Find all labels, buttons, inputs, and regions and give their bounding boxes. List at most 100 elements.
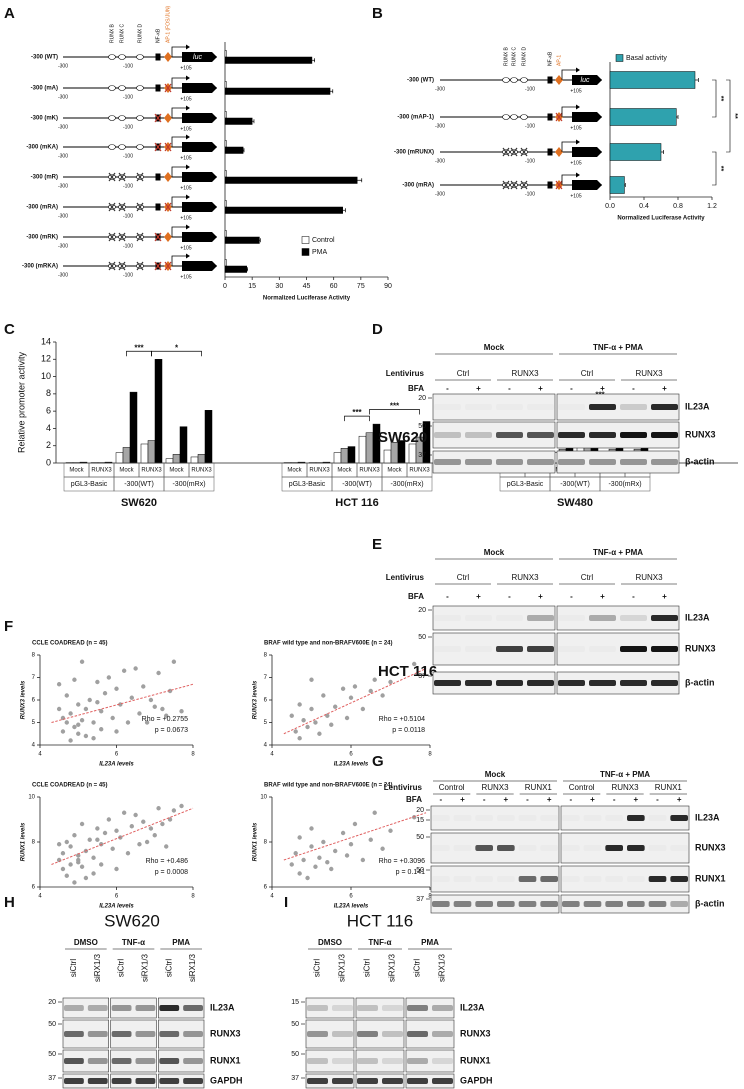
band	[475, 901, 493, 907]
lentivirus-label: Ctrl	[581, 369, 594, 378]
construct-position: +105	[180, 185, 191, 191]
nfkb-site	[547, 181, 553, 189]
mutation-mark	[136, 172, 144, 182]
mutation-mark	[164, 202, 172, 212]
scatter-point	[99, 727, 104, 732]
chart-title: CCLE COADREAD (n = 45)	[32, 783, 108, 789]
band	[332, 1031, 353, 1037]
bar	[165, 458, 174, 464]
construct-position: -300	[58, 153, 68, 159]
blot-panel	[556, 450, 680, 474]
blot-panel	[158, 1049, 205, 1073]
scatter-point	[95, 837, 100, 842]
band	[648, 815, 667, 821]
blot-panel	[110, 1073, 157, 1089]
mutation-mark	[108, 202, 116, 212]
construct-position: +105	[180, 215, 191, 221]
band	[432, 1005, 453, 1011]
scatter-point	[76, 702, 81, 707]
bfa-sign: +	[600, 592, 605, 601]
mutation-mark	[520, 147, 528, 157]
band	[583, 876, 602, 882]
lane-label: siCtrl	[69, 959, 78, 977]
band	[111, 1005, 132, 1011]
scatter-point	[340, 686, 346, 691]
legend-label: Basal activity	[626, 55, 667, 62]
band	[135, 1058, 156, 1064]
scatter-point	[91, 855, 96, 860]
band	[111, 1058, 132, 1064]
band	[497, 815, 515, 821]
protein-label: RUNX1	[460, 1055, 491, 1065]
x-tick-label: 30	[275, 283, 283, 290]
chart-title: CCLE COADREAD (n = 45)	[32, 641, 108, 647]
site-label: AP-1 (FOS/JUN)	[165, 5, 171, 43]
scatter-point	[313, 864, 318, 869]
bar	[224, 265, 247, 273]
blot-header: TNF-α + PMA	[593, 343, 643, 352]
reporter-label: luc	[193, 54, 202, 61]
blot-title: HCT 116	[347, 911, 413, 930]
scatter-point	[321, 839, 326, 845]
construct-position: -100	[525, 191, 535, 197]
blot-panel	[355, 997, 405, 1019]
mutation-mark	[118, 202, 126, 212]
lentivirus-label: Ctrl	[457, 573, 470, 582]
group-label: -300(WT)	[124, 481, 154, 488]
scatter-point	[64, 720, 69, 725]
band	[589, 615, 616, 621]
significance-bracket	[712, 151, 717, 186]
scatter-point	[137, 711, 142, 716]
reporter-label: luc	[581, 77, 590, 84]
scatter-point	[164, 713, 169, 718]
y-tick-label: 10	[28, 795, 35, 801]
ap1-site	[164, 232, 172, 242]
tss-arrowhead	[576, 104, 580, 110]
bfa-sign: +	[633, 795, 638, 804]
category-label: -300 (mR)	[31, 175, 58, 181]
blot-panel	[62, 1073, 109, 1089]
x-tick-label: RUNX3	[309, 468, 330, 474]
scatter-point	[79, 659, 85, 664]
x-tick-label: 8	[191, 894, 195, 900]
scatter-point	[293, 729, 298, 734]
band	[558, 646, 585, 652]
tss-arrow	[561, 106, 576, 117]
bar	[129, 391, 138, 464]
protein-label: RUNX3	[685, 643, 716, 653]
scatter-point	[95, 679, 100, 685]
category-label: -300 (mRA)	[26, 205, 58, 211]
band	[357, 1058, 378, 1064]
bar	[333, 452, 342, 464]
bar	[383, 449, 392, 464]
bar	[609, 71, 696, 89]
annotation: Rho = +0.486	[146, 858, 189, 865]
panel-label: E	[372, 536, 382, 553]
scatter-point	[179, 803, 184, 809]
legend-swatch	[301, 236, 310, 244]
bar	[140, 443, 149, 464]
bar	[365, 432, 374, 464]
scatter-point	[293, 851, 298, 856]
y-tick-label: 6	[32, 698, 36, 704]
band	[432, 815, 450, 821]
annotation: p = 0.141	[396, 869, 425, 876]
lane-label: siCtrl	[413, 959, 422, 977]
site-label: RUNX B	[503, 46, 509, 66]
category-label: -300 (WT)	[31, 55, 58, 61]
construct-position: -100	[123, 272, 133, 278]
scatter-point	[125, 851, 131, 856]
marker-label: 20	[418, 395, 426, 402]
luc-box	[182, 83, 217, 93]
band	[357, 1078, 378, 1084]
mutation-mark	[154, 113, 162, 123]
luc-box	[182, 232, 217, 242]
runx-site	[136, 54, 144, 60]
band	[497, 845, 515, 851]
blot-panel	[405, 1073, 455, 1089]
x-tick-label: Mock	[169, 468, 184, 474]
bfa-sign: -	[526, 795, 529, 804]
band	[627, 876, 645, 882]
band	[64, 1031, 84, 1037]
band	[627, 815, 645, 821]
